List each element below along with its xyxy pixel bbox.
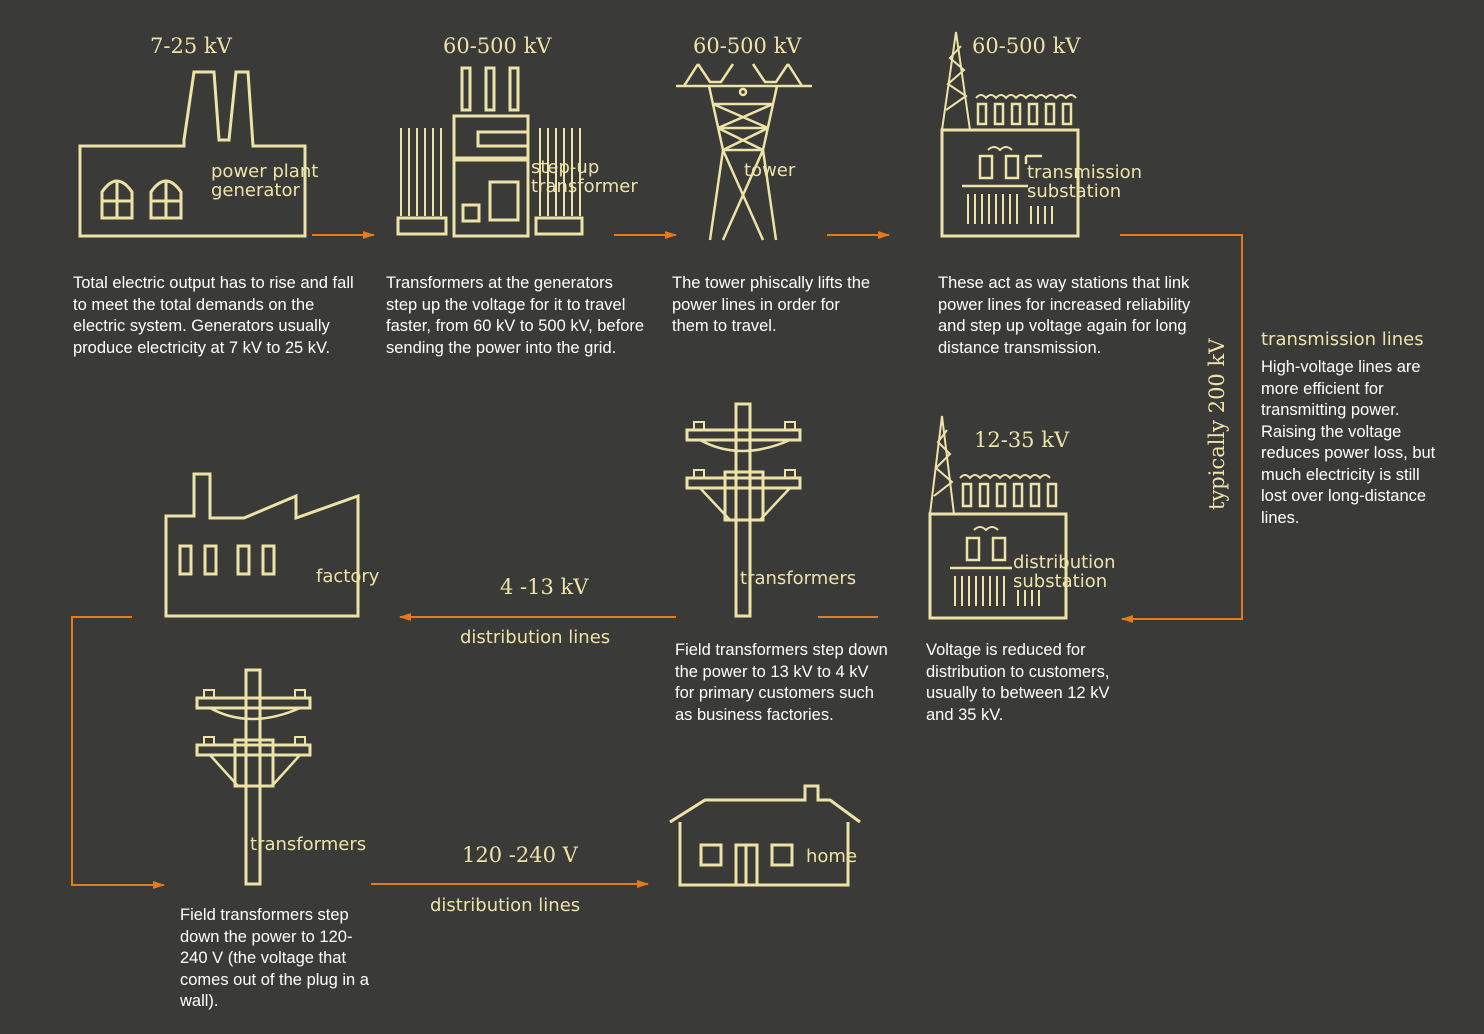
generator-label-line2: generator (211, 180, 300, 201)
step-up-voltage: 60-500 kV (443, 34, 552, 58)
transmission-substation-label: transmission substation (1027, 163, 1142, 201)
transmission-substation-voltage: 60-500 kV (972, 34, 1081, 58)
primary-transformers-label: transformers (740, 568, 857, 589)
distribution-substation-label-line1: distribution (1013, 552, 1116, 573)
distribution-lines-home-voltage: 120 -240 V (462, 843, 578, 867)
generator-label-line1: power plant (211, 161, 319, 182)
home-label: home (806, 846, 858, 867)
distribution-lines-factory-label: distribution lines (460, 627, 611, 648)
generator-voltage: 7-25 kV (150, 34, 232, 58)
distribution-substation-description: Voltage is reduced for distribution to c… (926, 641, 1110, 724)
arrow-factory-to-transformers (71, 616, 165, 889)
tower-label: tower (744, 160, 796, 181)
utility-pole-icon-primary (685, 402, 802, 618)
home-transformers-label: transformers (250, 834, 367, 855)
tower-icon (676, 63, 812, 241)
distribution-lines-factory-voltage: 4 -13 kV (500, 575, 589, 599)
transmission-lines-description: High-voltage lines are more efficient fo… (1261, 358, 1436, 527)
distribution-substation-label-line2: substation (1013, 571, 1108, 592)
home-transformers-description: Field transformers step down the power t… (180, 906, 369, 1010)
generator-label: power plant generator (211, 162, 318, 200)
tower-description: The tower phiscally lifts the power line… (672, 274, 871, 335)
distribution-substation-voltage: 12-35 kV (974, 428, 1070, 452)
transmission-substation-icon (940, 31, 1080, 238)
step-up-label: step-up transformer (531, 158, 638, 196)
step-up-transformer-icon (396, 66, 584, 238)
home-icon (669, 784, 861, 887)
utility-pole-icon-home (195, 668, 312, 886)
transmission-substation-description: These act as way stations that link powe… (938, 274, 1191, 357)
power-plant-icon (78, 70, 307, 238)
distribution-lines-home-label: distribution lines (430, 895, 581, 916)
primary-transformers-description: Field transformers step down the power t… (675, 641, 888, 724)
step-up-label-line2: transformer (531, 176, 638, 197)
transmission-lines-title: transmission lines (1261, 329, 1424, 350)
transmission-lines-voltage: typically 200 kV (1205, 338, 1229, 510)
flow-arrows (71, 231, 1243, 889)
tower-voltage: 60-500 kV (693, 34, 802, 58)
factory-label: factory (316, 566, 380, 587)
step-up-label-line1: step-up (531, 157, 600, 178)
distribution-substation-icon (928, 415, 1068, 620)
transmission-substation-label-line1: transmission (1027, 162, 1142, 183)
generator-description: Total electric output has to rise and fa… (73, 274, 354, 357)
transmission-substation-label-line2: substation (1027, 181, 1122, 202)
arrow-transmission-lines (1120, 234, 1243, 623)
distribution-substation-label: distribution substation (1013, 553, 1116, 591)
factory-icon (164, 472, 360, 618)
step-up-description: Transformers at the generators step up t… (386, 274, 645, 357)
